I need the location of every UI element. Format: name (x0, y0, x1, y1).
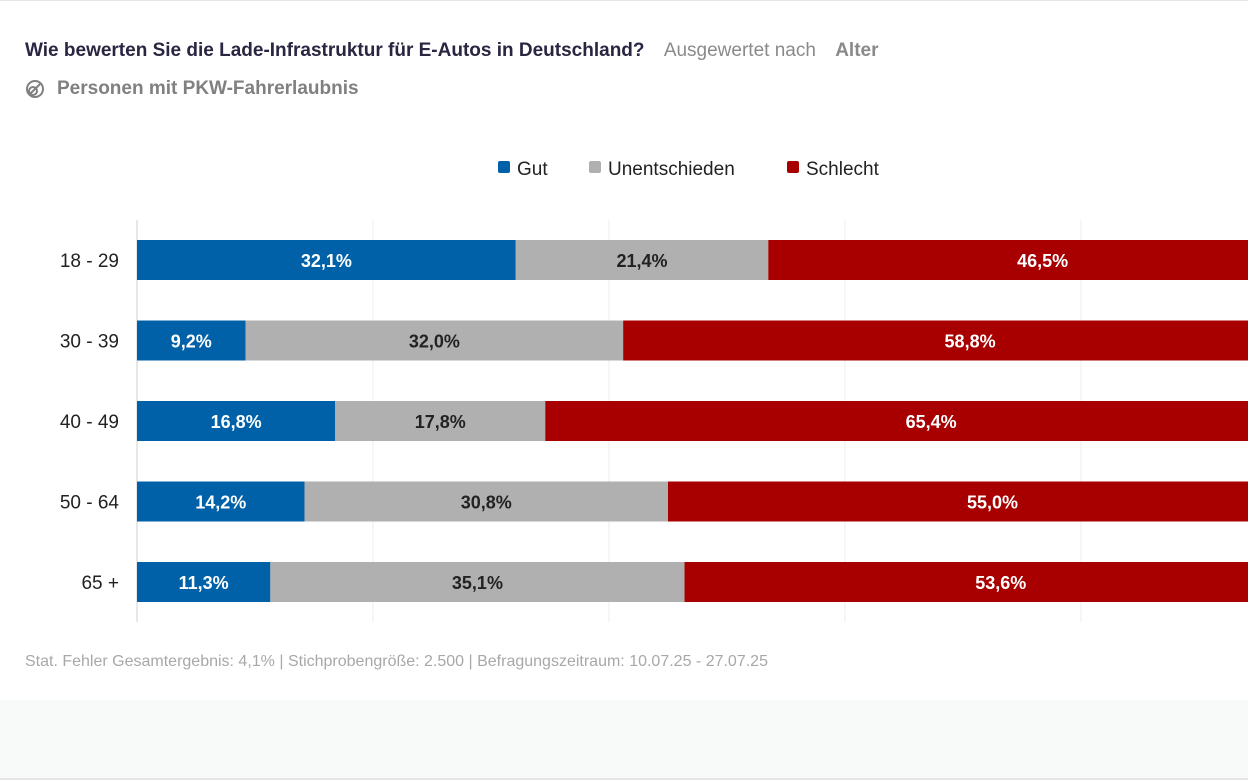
top-border (0, 0, 1248, 1)
bar-gut (137, 401, 336, 441)
population-text: Personen mit PKW-Fahrerlaubnis (57, 78, 359, 99)
population-filter: Personen mit PKW-Fahrerlaubnis (25, 78, 359, 100)
bar-schlecht (684, 562, 1248, 602)
legend-swatch-schlecht (787, 161, 799, 173)
category-label: 50 - 64 (60, 493, 120, 514)
legend-swatch-unentschieden (589, 161, 601, 173)
bar-schlecht (668, 481, 1248, 522)
bar-gut (137, 562, 271, 602)
bar-schlecht (545, 401, 1248, 441)
group-selector[interactable]: Alter (835, 40, 879, 61)
data-label: 53,6% (975, 573, 1026, 593)
footer-note: Stat. Fehler Gesamtergebnis: 4,1% | Stic… (25, 653, 768, 670)
bar-schlecht (623, 320, 1248, 361)
legend-label: Schlecht (806, 159, 880, 180)
bar-unentschieden (515, 240, 769, 280)
bar-gut (137, 481, 305, 522)
bar-unentschieden (245, 320, 624, 361)
category-label: 18 - 29 (60, 251, 119, 272)
chart-title: Wie bewerten Sie die Lade-Infrastruktur … (25, 40, 878, 62)
data-label: 32,0% (409, 332, 460, 352)
data-label: 35,1% (452, 573, 503, 593)
data-label: 46,5% (1017, 251, 1068, 271)
data-label: 30,8% (461, 493, 512, 513)
bar-unentschieden (335, 401, 546, 441)
category-label: 30 - 39 (60, 332, 119, 353)
bar-unentschieden (304, 481, 668, 522)
bar-gut (137, 320, 246, 361)
filter-circle-icon (26, 80, 44, 98)
data-label: 58,8% (945, 332, 996, 352)
category-label: 40 - 49 (60, 412, 119, 433)
data-label: 14,2% (195, 493, 246, 513)
bar-unentschieden (270, 562, 685, 602)
category-label: 65 + (81, 573, 119, 594)
legend-swatch-gut (498, 161, 510, 173)
data-label: 17,8% (415, 412, 466, 432)
data-label: 21,4% (617, 251, 668, 271)
bottom-panel (0, 700, 1248, 780)
legend-label: Gut (517, 159, 548, 180)
data-label: 55,0% (967, 493, 1018, 513)
data-label: 9,2% (171, 332, 212, 352)
data-label: 16,8% (211, 412, 262, 432)
bar-schlecht (768, 240, 1248, 280)
evaluated-by-label: Ausgewertet nach (663, 40, 816, 61)
data-label: 11,3% (179, 573, 229, 593)
question-text: Wie bewerten Sie die Lade-Infrastruktur … (25, 40, 645, 61)
data-label: 65,4% (906, 412, 957, 432)
bar-gut (137, 240, 516, 280)
legend-label: Unentschieden (608, 159, 735, 180)
data-label: 32,1% (301, 251, 352, 271)
